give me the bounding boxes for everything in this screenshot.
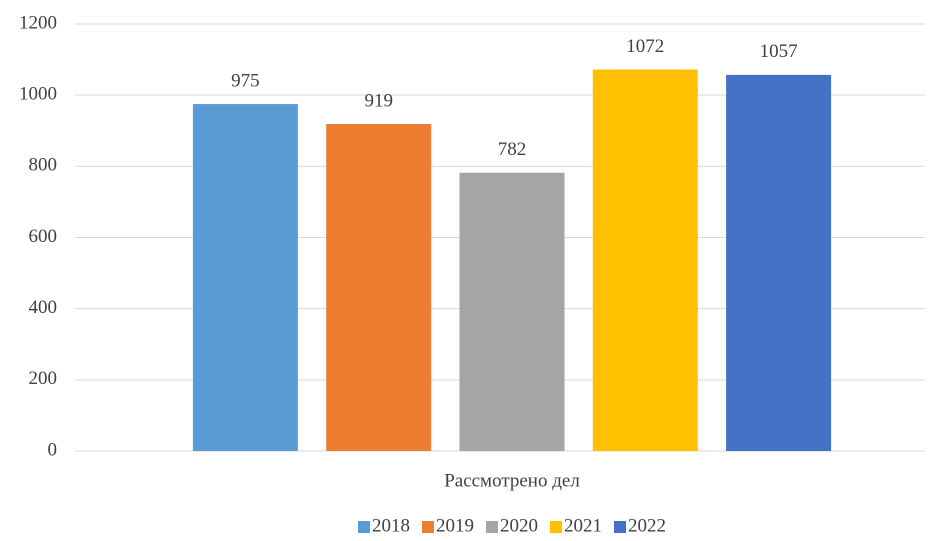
bar	[192, 104, 298, 451]
value-label: 1057	[760, 41, 798, 62]
y-tick-label: 600	[29, 226, 58, 247]
legend-swatch	[550, 521, 562, 533]
y-tick-label: 0	[48, 439, 58, 460]
value-label: 782	[498, 139, 527, 160]
y-tick-label: 200	[29, 368, 58, 389]
value-label: 919	[364, 90, 393, 111]
value-label: 975	[231, 70, 260, 91]
bar	[592, 69, 698, 452]
legend-label: 2018	[372, 515, 410, 536]
legend-swatch	[358, 521, 370, 533]
bar	[326, 123, 432, 451]
legend-swatch	[486, 521, 498, 533]
bar	[459, 172, 565, 451]
y-tick-label: 1200	[19, 12, 57, 33]
legend-label: 2020	[500, 515, 538, 536]
legend-label: 2019	[436, 515, 474, 536]
y-tick-label: 800	[29, 155, 58, 176]
legend-swatch	[422, 521, 434, 533]
legend-label: 2021	[564, 515, 602, 536]
y-tick-label: 400	[29, 297, 58, 318]
bar	[726, 74, 832, 452]
x-tick-label: Рассмотрено дел	[444, 470, 580, 491]
y-tick-label: 1000	[19, 84, 57, 105]
value-label: 1072	[626, 36, 664, 57]
legend-swatch	[614, 521, 626, 533]
legend-label: 2022	[628, 515, 666, 536]
